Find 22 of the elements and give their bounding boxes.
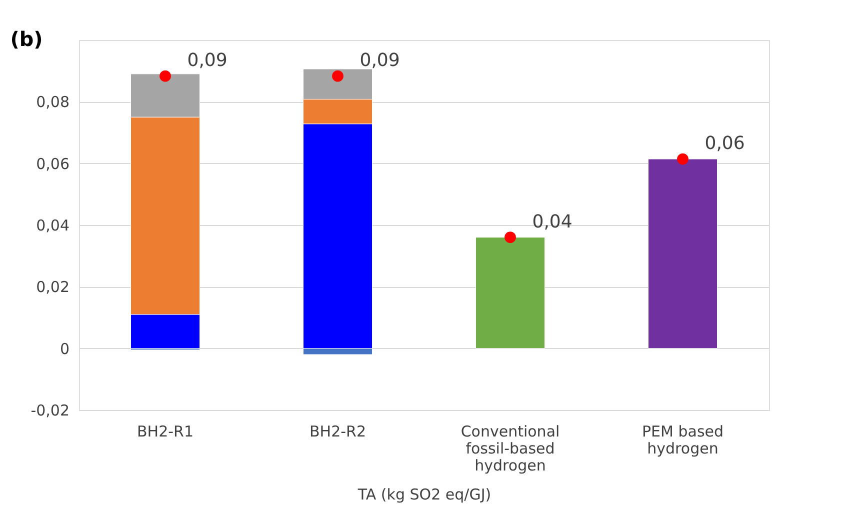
- data-label: 0,06: [704, 133, 745, 154]
- y-tick-label: -0,02: [30, 402, 70, 420]
- data-label: 0,04: [532, 211, 572, 232]
- y-tick-label: 0,08: [36, 93, 70, 112]
- chart-title: (b): [10, 27, 43, 51]
- x-tick-label: BH2-R1: [137, 422, 194, 440]
- y-tick-label: 0,06: [36, 154, 70, 173]
- x-tick-label: Conventional fossil-based hydrogen: [460, 422, 560, 474]
- y-tick-label: 0,02: [36, 278, 70, 296]
- point: [504, 232, 516, 244]
- data-label: 0,09: [360, 50, 400, 72]
- point: [332, 70, 344, 82]
- point: [160, 70, 171, 82]
- y-tick-label: 0,04: [36, 216, 70, 234]
- data-label: 0,09: [187, 50, 228, 72]
- x-axis-title: TA (kg SO2 eq/GJ): [356, 486, 492, 504]
- x-tick-label: PEM based hydrogen: [642, 422, 724, 458]
- bar: [476, 237, 545, 349]
- point: [677, 153, 688, 165]
- bar: [648, 158, 718, 349]
- y-tick-label: 0: [60, 340, 70, 358]
- x-tick-label: BH2-R2: [310, 422, 366, 440]
